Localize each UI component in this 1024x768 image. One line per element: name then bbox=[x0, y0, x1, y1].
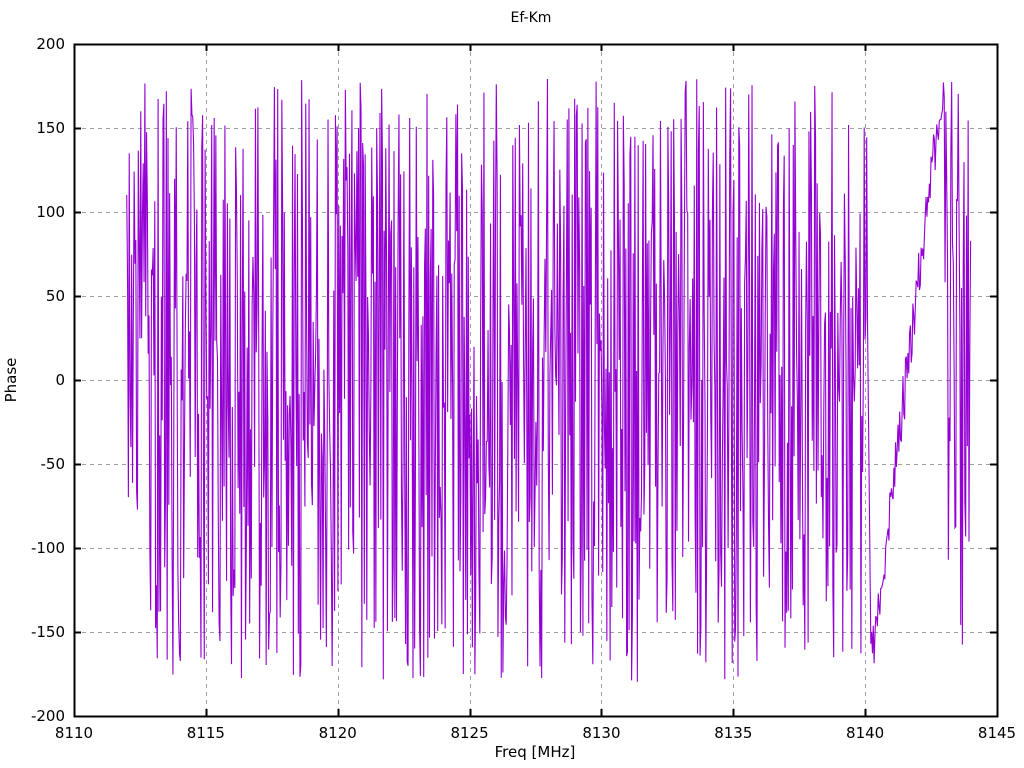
y-tick-label: 100 bbox=[36, 203, 65, 221]
x-tick-label: 8115 bbox=[187, 724, 225, 742]
y-tick-label: 200 bbox=[36, 35, 65, 53]
x-tick-label: 8110 bbox=[55, 724, 93, 742]
y-tick-label: -50 bbox=[41, 455, 66, 473]
page-title: Ef-Km bbox=[511, 10, 552, 26]
y-tick-label: 50 bbox=[46, 287, 65, 305]
x-tick-label: 8140 bbox=[846, 724, 884, 742]
x-axis-label: Freq [MHz] bbox=[495, 743, 576, 761]
x-tick-label: 8120 bbox=[319, 724, 357, 742]
y-tick-label: 0 bbox=[55, 371, 65, 389]
y-tick-label: -150 bbox=[31, 623, 65, 641]
y-tick-label: -200 bbox=[31, 707, 65, 725]
data-series-layer bbox=[126, 78, 972, 682]
y-tick-label: 150 bbox=[36, 119, 65, 137]
axis-tick-labels: -200 -150 -100 -50 0 50 100 150 200 8110 8115 8120 8… bbox=[31, 35, 1016, 742]
y-tick-label: -100 bbox=[31, 539, 65, 557]
y-axis-label: Phase bbox=[2, 358, 20, 403]
x-tick-label: 8145 bbox=[978, 724, 1016, 742]
axis-ticks bbox=[73, 43, 999, 718]
x-tick-label: 8135 bbox=[714, 724, 752, 742]
data-series-phase bbox=[126, 78, 972, 682]
x-tick-label: 8125 bbox=[450, 724, 488, 742]
x-tick-label: 8130 bbox=[582, 724, 620, 742]
